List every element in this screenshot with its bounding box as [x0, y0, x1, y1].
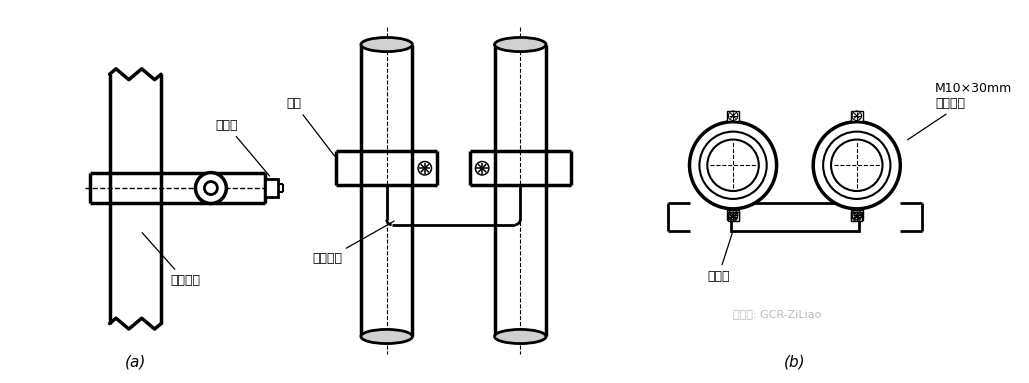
Circle shape [700, 132, 767, 199]
Circle shape [707, 139, 758, 191]
Text: 连接线: 连接线 [215, 119, 270, 176]
Bar [851, 111, 862, 121]
Bar [728, 111, 739, 121]
Text: (b): (b) [784, 354, 806, 369]
Ellipse shape [495, 38, 546, 52]
Circle shape [813, 122, 900, 209]
Bar [728, 212, 739, 221]
Text: 金属管道: 金属管道 [142, 232, 200, 287]
Text: 跨接线: 跨接线 [707, 233, 733, 283]
Text: 微信号: GCR-ZiLiao: 微信号: GCR-ZiLiao [734, 309, 822, 319]
Circle shape [196, 173, 226, 203]
Bar [851, 212, 862, 221]
Circle shape [823, 132, 890, 199]
Circle shape [831, 139, 883, 191]
Text: M10×30mm
镇锌螺栓: M10×30mm 镇锌螺栓 [908, 82, 1013, 140]
Ellipse shape [361, 38, 413, 52]
Bar [731, 203, 859, 231]
Bar [264, 179, 278, 197]
Text: 抱筜: 抱筜 [287, 97, 334, 156]
Text: (a): (a) [125, 354, 146, 369]
Text: 金属管道: 金属管道 [313, 221, 394, 265]
Bar [851, 210, 862, 220]
Bar [728, 210, 739, 220]
Circle shape [205, 182, 217, 195]
Circle shape [689, 122, 777, 209]
Ellipse shape [361, 329, 413, 344]
Ellipse shape [495, 329, 546, 344]
